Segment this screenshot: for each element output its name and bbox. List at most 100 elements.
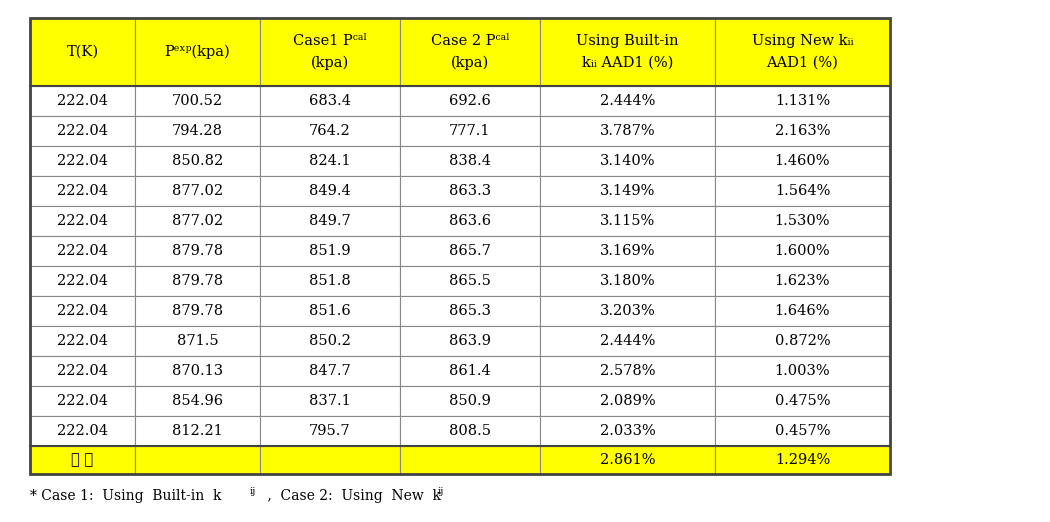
Text: Case1 Pᶜᵃˡ: Case1 Pᶜᵃˡ <box>293 34 368 48</box>
Text: 2.163%: 2.163% <box>775 124 831 138</box>
Text: 851.9: 851.9 <box>309 244 351 258</box>
Text: 700.52: 700.52 <box>172 94 223 108</box>
Bar <box>135 116 260 146</box>
Text: 871.5: 871.5 <box>176 334 218 348</box>
Bar <box>260 356 400 386</box>
Text: 222.04: 222.04 <box>57 364 108 378</box>
Text: 865.5: 865.5 <box>449 274 491 288</box>
Text: 838.4: 838.4 <box>449 154 491 168</box>
Text: 879.78: 879.78 <box>172 274 223 288</box>
Text: 222.04: 222.04 <box>57 244 108 258</box>
Bar <box>135 176 260 206</box>
Text: 808.5: 808.5 <box>449 424 491 438</box>
Bar <box>260 176 400 206</box>
Text: (kpa): (kpa) <box>311 56 349 70</box>
Bar <box>135 146 260 176</box>
Text: 3.149%: 3.149% <box>600 184 655 198</box>
Text: 683.4: 683.4 <box>309 94 351 108</box>
Bar <box>400 416 540 446</box>
Text: 2.089%: 2.089% <box>600 394 655 408</box>
Bar <box>135 236 260 266</box>
Bar <box>260 446 400 474</box>
Text: 222.04: 222.04 <box>57 124 108 138</box>
Bar <box>715 146 890 176</box>
Text: 0.457%: 0.457% <box>775 424 831 438</box>
Text: 222.04: 222.04 <box>57 184 108 198</box>
Text: 879.78: 879.78 <box>172 304 223 318</box>
Bar <box>540 176 715 206</box>
Text: 692.6: 692.6 <box>449 94 491 108</box>
Text: 812.21: 812.21 <box>172 424 223 438</box>
Text: 222.04: 222.04 <box>57 394 108 408</box>
Text: kᵢᵢ AAD1 (%): kᵢᵢ AAD1 (%) <box>582 56 673 70</box>
Text: 3.787%: 3.787% <box>600 124 655 138</box>
Bar <box>135 356 260 386</box>
Bar <box>540 116 715 146</box>
Text: Using New kᵢᵢ: Using New kᵢᵢ <box>752 34 854 48</box>
Bar <box>715 416 890 446</box>
Text: 824.1: 824.1 <box>309 154 351 168</box>
Bar <box>30 206 135 236</box>
Text: Pᵉˣᵖ(kpa): Pᵉˣᵖ(kpa) <box>165 45 230 59</box>
Bar <box>135 266 260 296</box>
Bar <box>715 356 890 386</box>
Text: * Case 1:  Using  Built-in  k: * Case 1: Using Built-in k <box>30 489 222 503</box>
Bar <box>260 236 400 266</box>
Bar <box>135 326 260 356</box>
Text: 850.2: 850.2 <box>309 334 351 348</box>
Bar <box>135 416 260 446</box>
Bar <box>135 296 260 326</box>
Bar <box>30 446 135 474</box>
Bar <box>715 326 890 356</box>
Bar <box>30 116 135 146</box>
Text: 837.1: 837.1 <box>309 394 351 408</box>
Bar <box>400 446 540 474</box>
Bar <box>30 266 135 296</box>
Bar <box>540 296 715 326</box>
Text: 849.7: 849.7 <box>309 214 351 228</box>
Text: 849.4: 849.4 <box>309 184 351 198</box>
Text: 3.140%: 3.140% <box>600 154 655 168</box>
Bar <box>400 356 540 386</box>
Bar <box>540 146 715 176</box>
Text: 1.530%: 1.530% <box>775 214 831 228</box>
Bar <box>400 206 540 236</box>
Bar <box>540 386 715 416</box>
Text: T(K): T(K) <box>66 45 99 59</box>
Bar <box>715 236 890 266</box>
Text: 0.475%: 0.475% <box>775 394 831 408</box>
Text: 2.578%: 2.578% <box>600 364 655 378</box>
Bar <box>30 356 135 386</box>
Text: 1.294%: 1.294% <box>775 453 831 467</box>
Bar <box>715 176 890 206</box>
Text: 3.180%: 3.180% <box>600 274 655 288</box>
Bar <box>260 416 400 446</box>
Text: 1.646%: 1.646% <box>775 304 831 318</box>
Bar <box>30 146 135 176</box>
Bar <box>135 86 260 116</box>
Text: 1.600%: 1.600% <box>775 244 831 258</box>
Text: 877.02: 877.02 <box>172 184 223 198</box>
Bar <box>260 326 400 356</box>
Bar <box>715 386 890 416</box>
Bar <box>400 266 540 296</box>
Bar <box>135 386 260 416</box>
Bar <box>540 446 715 474</box>
Text: 222.04: 222.04 <box>57 274 108 288</box>
Text: 850.82: 850.82 <box>172 154 223 168</box>
Text: 764.2: 764.2 <box>309 124 351 138</box>
Bar <box>400 326 540 356</box>
Text: 851.6: 851.6 <box>309 304 351 318</box>
Text: 평 균: 평 균 <box>71 453 93 467</box>
Text: 222.04: 222.04 <box>57 424 108 438</box>
Bar <box>135 206 260 236</box>
Text: (kpa): (kpa) <box>450 56 489 70</box>
Bar <box>715 18 890 86</box>
Bar <box>260 18 400 86</box>
Bar <box>260 296 400 326</box>
Text: 1.564%: 1.564% <box>775 184 831 198</box>
Bar <box>30 416 135 446</box>
Bar <box>715 86 890 116</box>
Bar <box>260 386 400 416</box>
Text: 3.169%: 3.169% <box>600 244 655 258</box>
